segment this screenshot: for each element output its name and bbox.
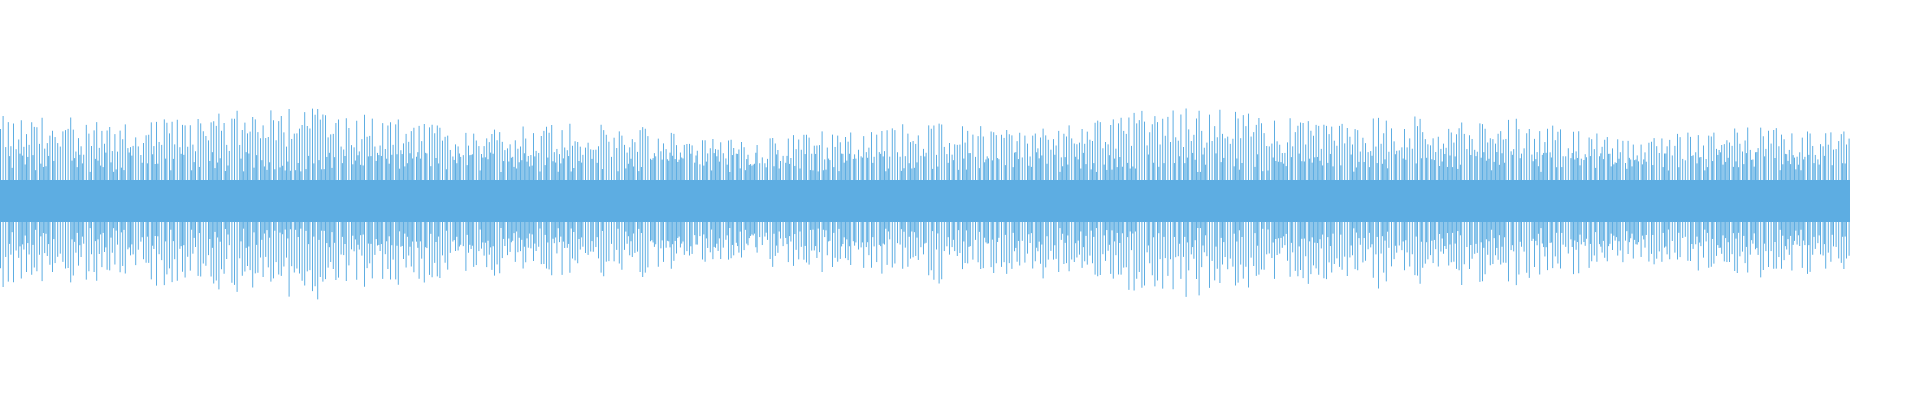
waveform-bars — [0, 108, 1850, 300]
waveform-core-band — [0, 180, 1850, 222]
